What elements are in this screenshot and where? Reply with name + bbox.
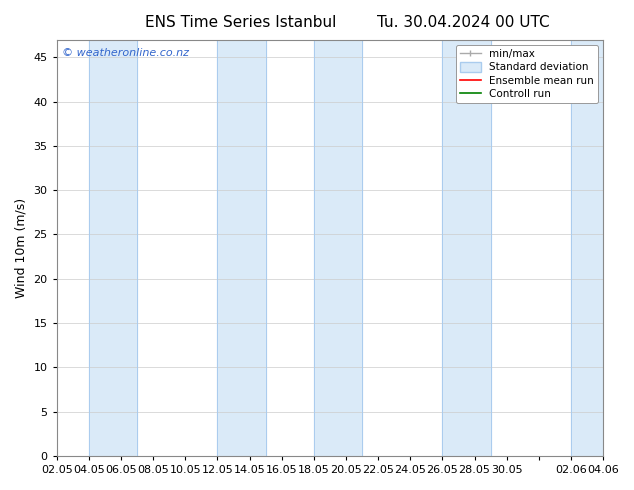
Bar: [443, 40, 491, 456]
Text: © weatheronline.co.nz: © weatheronline.co.nz: [62, 48, 189, 58]
Y-axis label: Wind 10m (m/s): Wind 10m (m/s): [15, 197, 28, 298]
Text: Tu. 30.04.2024 00 UTC: Tu. 30.04.2024 00 UTC: [377, 15, 549, 30]
Bar: [89, 40, 137, 456]
Bar: [571, 40, 619, 456]
Bar: [314, 40, 362, 456]
Text: ENS Time Series Istanbul: ENS Time Series Istanbul: [145, 15, 337, 30]
Legend: min/max, Standard deviation, Ensemble mean run, Controll run: min/max, Standard deviation, Ensemble me…: [456, 45, 598, 103]
Bar: [217, 40, 266, 456]
